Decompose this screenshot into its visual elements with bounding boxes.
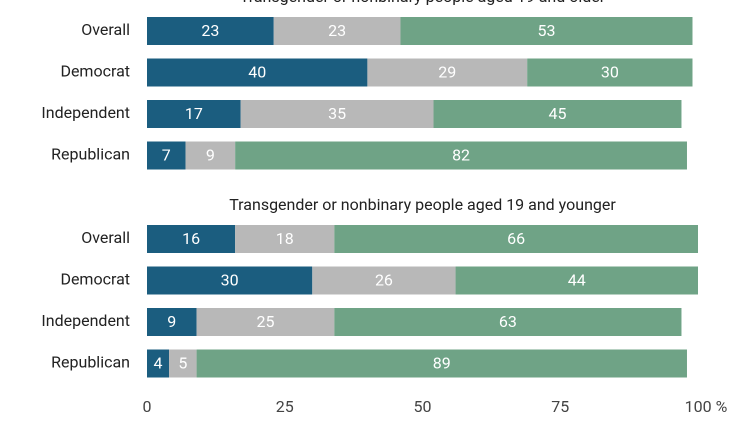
x-tick-label: 25 — [276, 397, 294, 416]
bar-segment — [147, 349, 170, 378]
x-tick-label: 100 % — [685, 397, 728, 416]
bar-segment — [196, 308, 335, 336]
category-label: Overall — [81, 228, 130, 247]
bar-segment — [147, 266, 313, 295]
bar-segment — [527, 58, 693, 87]
bar-segment — [240, 100, 434, 128]
bar-segment — [147, 141, 186, 170]
data-label: 63 — [499, 312, 517, 331]
bar-segment — [334, 308, 682, 336]
data-label: 23 — [328, 21, 346, 40]
x-tick-label: 75 — [551, 397, 569, 416]
bar-segment — [196, 349, 687, 378]
data-label: 30 — [601, 63, 619, 82]
x-tick-label: 0 — [143, 397, 152, 416]
bar-segment — [169, 349, 197, 378]
category-label: Independent — [41, 103, 130, 122]
category-label: Democrat — [60, 62, 130, 81]
data-label: 25 — [256, 312, 274, 331]
panel-title: Transgender or nonbinary people aged 19 … — [240, 0, 606, 6]
data-label: 53 — [537, 21, 555, 40]
data-label: 66 — [507, 229, 525, 248]
data-label: 9 — [167, 312, 176, 331]
bar-segment — [273, 17, 401, 45]
data-label: 5 — [178, 354, 187, 373]
category-label: Republican — [51, 145, 130, 164]
data-label: 89 — [433, 354, 451, 373]
data-label: 45 — [549, 104, 567, 123]
bar-segment — [147, 308, 197, 336]
category-label: Republican — [51, 353, 130, 372]
data-label: 16 — [182, 229, 200, 248]
category-label: Overall — [81, 20, 130, 39]
bar-segment — [312, 266, 456, 295]
data-label: 82 — [452, 146, 470, 165]
data-label: 23 — [201, 21, 219, 40]
x-tick-label: 50 — [414, 397, 432, 416]
bar-segment — [334, 225, 698, 253]
bar-segment — [455, 266, 698, 295]
bar-segment — [147, 100, 241, 128]
bar-segment — [147, 225, 236, 253]
data-label: 44 — [568, 271, 586, 290]
bar-segment — [400, 17, 693, 45]
data-label: 26 — [375, 271, 393, 290]
bar-segment — [147, 58, 368, 87]
data-label: 18 — [276, 229, 294, 248]
bar-segment — [367, 58, 528, 87]
bar-segment — [433, 100, 682, 128]
data-label: 30 — [221, 271, 239, 290]
bar-segment — [235, 225, 335, 253]
data-label: 35 — [328, 104, 346, 123]
bar-segment — [235, 141, 687, 170]
category-label: Democrat — [60, 270, 130, 289]
category-label: Independent — [41, 311, 130, 330]
data-label: 9 — [206, 146, 215, 165]
bar-segment — [185, 141, 236, 170]
data-label: 40 — [248, 63, 266, 82]
data-label: 4 — [154, 354, 163, 373]
data-label: 17 — [185, 104, 203, 123]
bar-segment — [147, 17, 274, 45]
data-label: 29 — [438, 63, 456, 82]
panel-title: Transgender or nonbinary people aged 19 … — [229, 195, 616, 214]
data-label: 7 — [162, 146, 171, 165]
